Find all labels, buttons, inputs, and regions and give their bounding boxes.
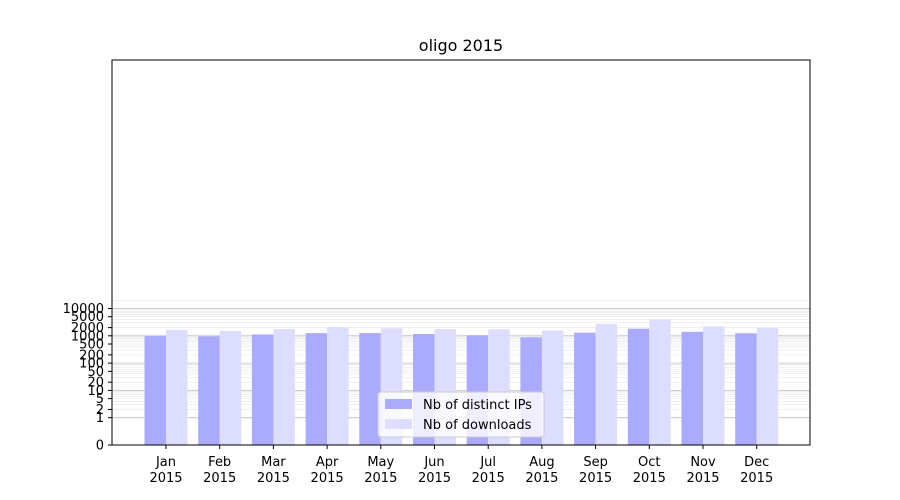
legend-swatch xyxy=(385,419,412,429)
chart-title: oligo 2015 xyxy=(419,36,503,55)
bar-downloads xyxy=(219,330,242,445)
bar-distinct-ips xyxy=(574,332,596,445)
x-tick-label: Oct 2015 xyxy=(633,455,666,486)
legend-box xyxy=(377,391,545,438)
bar-distinct-ips xyxy=(735,333,757,445)
bar-distinct-ips xyxy=(359,333,381,445)
bar-distinct-ips xyxy=(627,328,650,445)
x-tick-label: May 2015 xyxy=(364,455,397,486)
legend-label: Nb of distinct IPs xyxy=(423,398,532,413)
plot-frame xyxy=(111,59,811,446)
x-tick-label: Jun 2015 xyxy=(418,455,451,486)
bar-distinct-ips xyxy=(305,333,328,445)
x-tick-label: Jul 2015 xyxy=(472,455,505,486)
x-tick-label: Apr 2015 xyxy=(311,455,344,486)
y-tick-label: 50 xyxy=(87,365,104,380)
bar-distinct-ips xyxy=(144,336,166,445)
bar-downloads xyxy=(327,327,349,445)
bar-distinct-ips xyxy=(681,331,703,445)
legend: Nb of distinct IPs Nb of downloads xyxy=(377,391,545,438)
legend-swatch xyxy=(385,399,412,409)
bar-distinct-ips xyxy=(251,334,274,445)
y-tick-label: 1 xyxy=(96,411,104,426)
y-tick-label: 10 xyxy=(87,384,104,399)
bar-downloads xyxy=(703,326,725,445)
x-tick-label: Feb 2015 xyxy=(203,455,236,486)
y-tick-label: 10000 xyxy=(63,302,104,317)
y-tick-label: 0 xyxy=(96,439,104,454)
x-tick-label: Nov 2015 xyxy=(686,455,719,486)
y-tick-label: 20 xyxy=(87,376,104,391)
bars xyxy=(144,319,779,445)
y-tick-label: 2000 xyxy=(71,321,104,336)
y-tick-label: 200 xyxy=(79,348,104,363)
y-tick-label: 2 xyxy=(96,403,104,418)
bar-downloads xyxy=(649,319,671,445)
legend-label: Nb of downloads xyxy=(423,418,532,433)
x-tick-label: Mar 2015 xyxy=(257,455,290,486)
x-axis: Jan 2015 Feb 2015 Mar 2015 Apr 2015 May 2015 Jun 20… xyxy=(149,445,773,486)
bar-downloads xyxy=(273,329,295,445)
y-tick-label: 100 xyxy=(79,357,104,372)
y-tick-label: 500 xyxy=(79,338,104,353)
bar-downloads xyxy=(756,327,779,445)
bar-downloads xyxy=(166,329,188,445)
x-tick-label: Jan 2015 xyxy=(149,455,182,486)
bar-distinct-ips xyxy=(198,336,220,445)
y-tick-label: 5000 xyxy=(71,310,104,325)
bar-downloads xyxy=(541,330,564,445)
y-tick-label: 5 xyxy=(96,392,104,407)
bar-downloads xyxy=(595,324,618,445)
x-tick-label: Dec 2015 xyxy=(740,455,773,486)
x-tick-label: Aug 2015 xyxy=(525,455,558,486)
y-tick-label: 1000 xyxy=(71,329,104,344)
x-tick-label: Sep 2015 xyxy=(579,455,612,486)
